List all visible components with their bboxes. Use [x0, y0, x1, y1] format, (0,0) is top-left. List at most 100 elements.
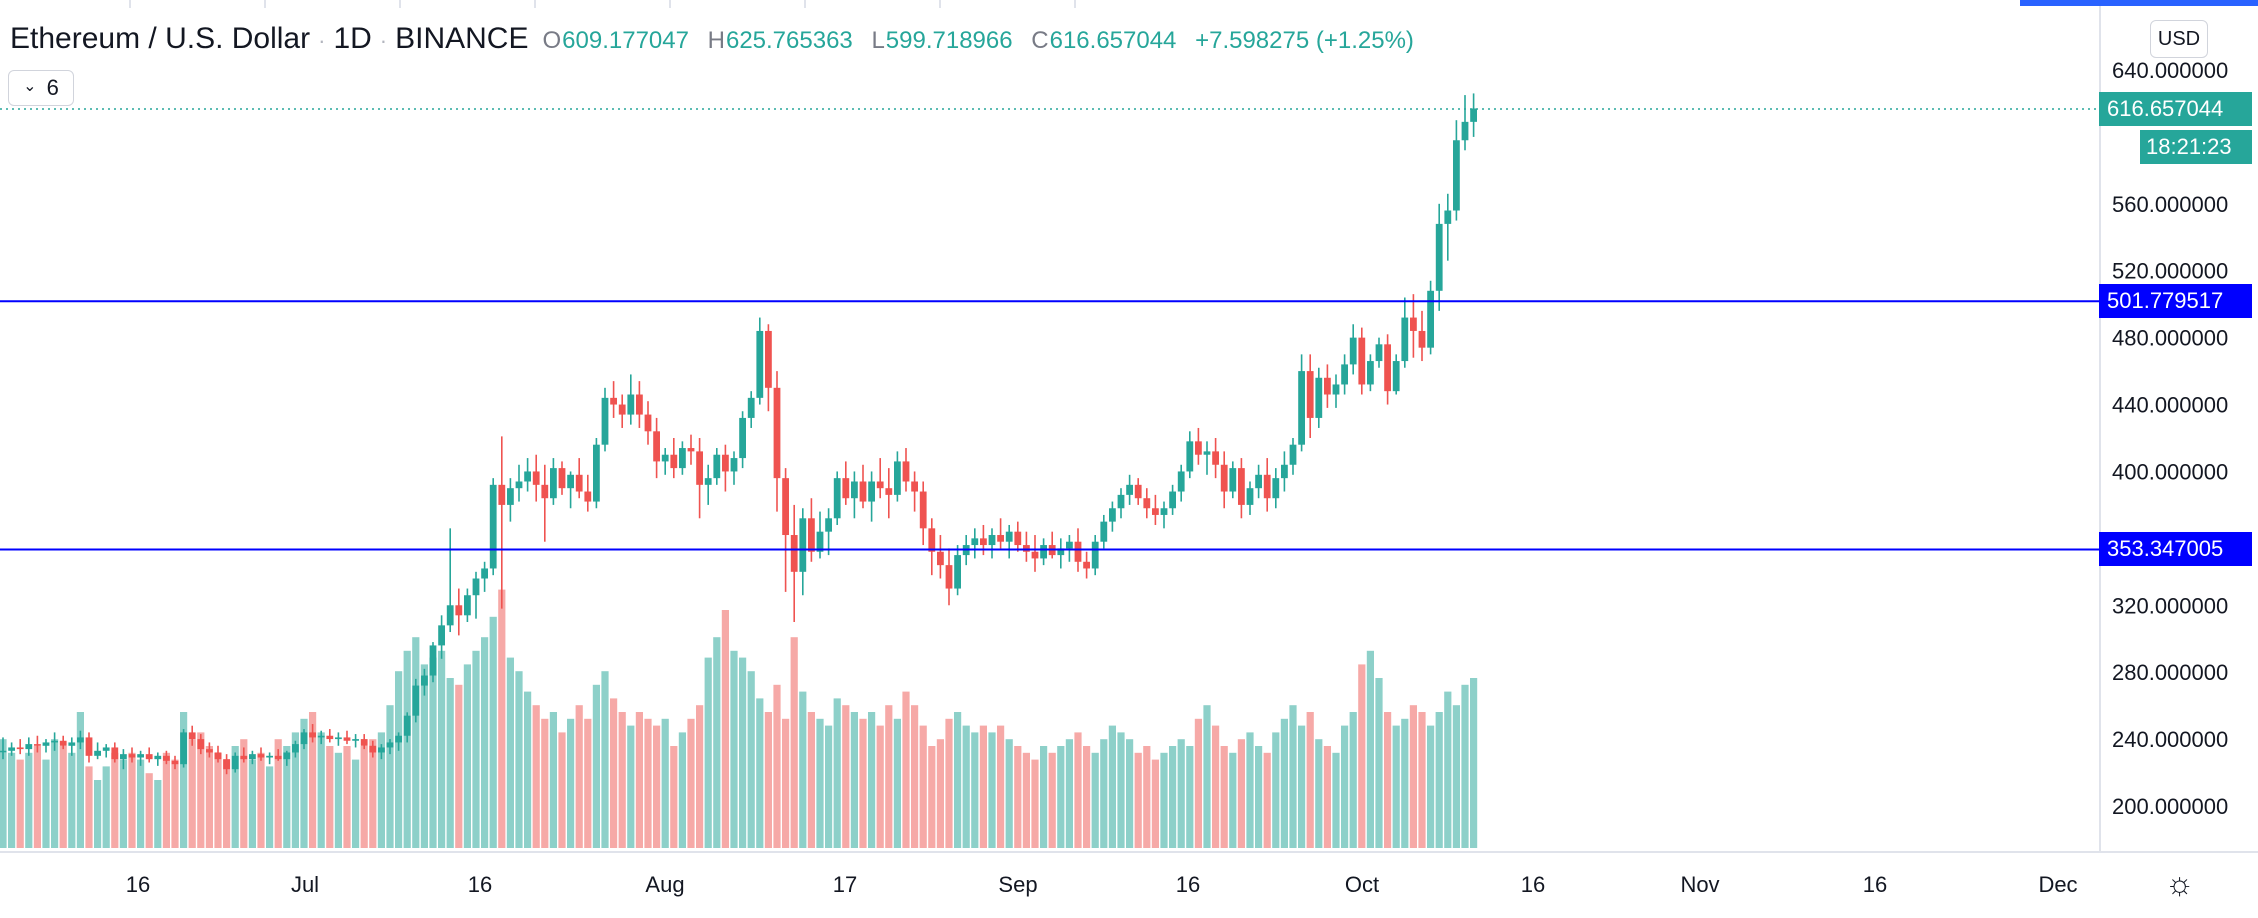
- x-tick-label: Jul: [291, 872, 319, 897]
- candle-body: [51, 740, 58, 743]
- candle-body: [1074, 541, 1082, 562]
- volume-bar: [859, 718, 867, 848]
- volume-bar: [1255, 746, 1263, 848]
- candle-body: [911, 481, 918, 492]
- candle-body: [1375, 344, 1383, 362]
- candle-body: [515, 481, 523, 489]
- candle-body: [859, 481, 867, 502]
- volume-bar: [885, 705, 893, 848]
- volume-bar: [1237, 739, 1245, 848]
- candle-body: [171, 760, 179, 765]
- volume-bar: [1263, 752, 1271, 848]
- volume-bar: [231, 746, 239, 848]
- y-tick-label: 240.000000: [2112, 727, 2228, 752]
- candle-body: [593, 444, 600, 502]
- candle-body: [498, 484, 506, 505]
- volume-bar: [51, 739, 59, 848]
- volume-bar: [85, 766, 93, 848]
- candle-body: [1263, 474, 1271, 499]
- volume-bar: [919, 725, 927, 848]
- candle-body: [997, 535, 1004, 542]
- volume-bar: [8, 752, 16, 848]
- candle-body: [687, 448, 695, 452]
- candle-body: [653, 431, 660, 462]
- candle-body: [1315, 377, 1323, 418]
- change-value: +7.598275 (+1.25%): [1195, 27, 1414, 54]
- volume-bar: [661, 718, 669, 848]
- candle-body: [274, 755, 282, 760]
- candle-body: [679, 448, 686, 469]
- volume-bar: [653, 725, 661, 848]
- volume-bar: [997, 725, 1005, 848]
- candle-body: [8, 747, 15, 751]
- volume-bar: [678, 732, 686, 848]
- volume-bar: [756, 698, 764, 848]
- volume-bar: [498, 589, 506, 848]
- volume-bar: [558, 732, 566, 848]
- candle-body: [773, 387, 781, 479]
- volume-bar: [291, 732, 299, 848]
- volume-bar: [481, 637, 489, 848]
- candle-body: [1427, 290, 1434, 348]
- candle-body: [1143, 498, 1151, 509]
- volume-bar: [94, 780, 102, 848]
- volume-bar: [438, 650, 446, 848]
- volume-bar: [1427, 725, 1435, 848]
- candle-body: [317, 735, 325, 738]
- settings-icon[interactable]: ☼: [2165, 865, 2195, 901]
- candle-body: [1212, 451, 1219, 465]
- candle-body: [584, 491, 592, 502]
- volume-bar: [489, 616, 497, 848]
- volume-bar: [1057, 746, 1065, 848]
- candle-body: [386, 742, 394, 748]
- y-tick-label: 640.000000: [2112, 58, 2228, 83]
- top-accent-bar: [2020, 0, 2258, 6]
- volume-bar: [1074, 732, 1082, 848]
- volume-bar: [1272, 732, 1280, 848]
- volume-bar: [764, 712, 772, 848]
- x-tick-label: Oct: [1345, 872, 1379, 897]
- volume-bar: [343, 746, 351, 848]
- volume-bar: [567, 718, 575, 848]
- candle-body: [1367, 361, 1374, 385]
- volume-bar: [721, 610, 729, 848]
- candle-body: [214, 752, 222, 760]
- volume-bar: [850, 712, 858, 848]
- volume-bar: [730, 650, 738, 848]
- candle-body: [1109, 508, 1116, 522]
- candle-body: [1169, 491, 1176, 509]
- x-tick-label: Nov: [1680, 872, 1719, 897]
- candle-body: [16, 747, 24, 750]
- volume-bar: [1065, 739, 1073, 848]
- candle-body: [1332, 384, 1340, 395]
- volume-bar: [506, 657, 514, 848]
- volume-bar: [902, 691, 910, 848]
- candle-body: [25, 744, 33, 750]
- candle-body: [1306, 371, 1314, 418]
- volume-bar: [549, 712, 557, 848]
- candle-body: [1349, 337, 1357, 365]
- volume-bar: [532, 705, 540, 848]
- volume-bar: [412, 637, 420, 848]
- candle-body: [885, 488, 893, 495]
- last-price-label: 616.657044: [2099, 92, 2252, 127]
- indicators-collapse-button[interactable]: ⌄ 6: [8, 70, 74, 106]
- candle-body: [300, 732, 308, 745]
- volume-bar: [446, 678, 454, 848]
- interval-label[interactable]: 1D: [333, 22, 372, 55]
- candle-body: [722, 454, 729, 472]
- candle-body: [610, 397, 617, 405]
- candle-body: [1281, 464, 1288, 479]
- symbol-title[interactable]: Ethereum / U.S. Dollar: [10, 22, 311, 55]
- volume-bar: [1108, 725, 1116, 848]
- volume-bar: [954, 712, 962, 848]
- volume-bar: [687, 718, 695, 848]
- candle-body: [1023, 545, 1030, 552]
- volume-bar: [111, 752, 119, 848]
- volume-bar: [171, 759, 179, 848]
- volume-bar: [747, 671, 755, 848]
- volume-bar: [1212, 725, 1220, 848]
- currency-button[interactable]: USD: [2150, 20, 2208, 58]
- volume-bar: [102, 766, 110, 848]
